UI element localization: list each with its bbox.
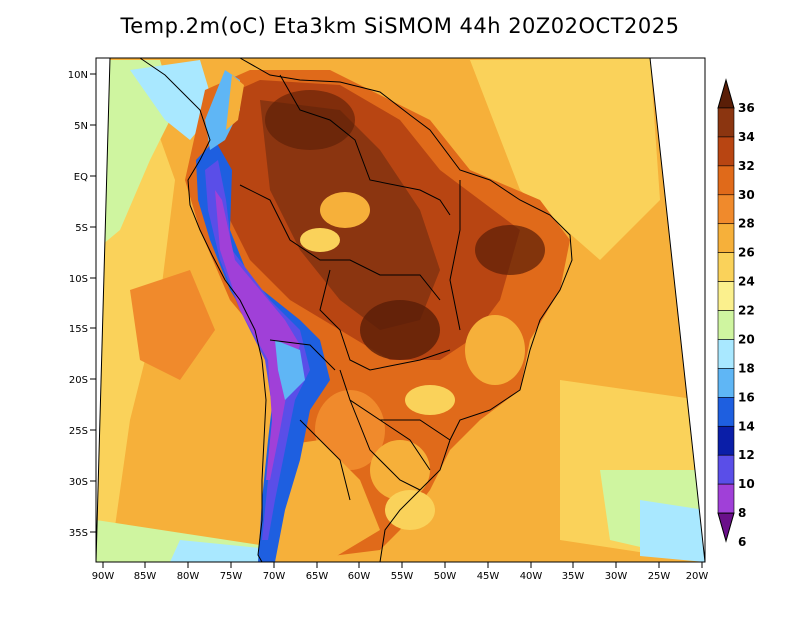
- colorbar-label: 36: [738, 101, 755, 115]
- colorbar-swatch: [717, 281, 735, 311]
- colorbar: 36 34 32 30 28 26 24 22 20 18 16 14 12 10 8 6: [717, 78, 755, 549]
- lat-label-10s: 10S: [69, 274, 88, 285]
- colorbar-label: 16: [738, 390, 755, 404]
- lat-label-5s: 5S: [75, 223, 88, 234]
- colorbar-swatch: [717, 136, 735, 167]
- colorbar-bottom-arrow: [717, 512, 735, 543]
- coastline-borders: [139, 57, 573, 563]
- colorbar-label: 30: [738, 188, 755, 202]
- lon-label-75w: 75W: [220, 571, 243, 582]
- lat-labels: 10N 5N EQ 5S 10S 15S 20S 25S 30S 35S: [68, 70, 88, 539]
- colorbar-label: 22: [738, 304, 755, 318]
- colorbar-label: 12: [738, 448, 755, 462]
- lat-label-10n: 10N: [68, 70, 88, 81]
- colorbar-label: 26: [738, 246, 755, 260]
- colorbar-swatch: [717, 310, 735, 340]
- lon-labels: 90W 85W 80W 75W 70W 65W 60W 55W 50W 45W …: [92, 571, 709, 582]
- colorbar-swatch: [717, 107, 735, 138]
- lon-label-60w: 60W: [348, 571, 371, 582]
- lon-label-45w: 45W: [477, 571, 500, 582]
- colorbar-label: 8: [738, 506, 746, 520]
- lat-label-25s: 25S: [69, 426, 88, 437]
- plot-frame: [95, 57, 706, 563]
- lat-ticks: [90, 73, 96, 533]
- lat-label-eq: EQ: [74, 172, 88, 183]
- colorbar-label: 6: [738, 535, 746, 549]
- lat-label-15s: 15S: [69, 324, 88, 335]
- lon-label-65w: 65W: [306, 571, 329, 582]
- map-title: Temp.2m(oC) Eta3km SiSMOM 44h 20Z02OCT20…: [120, 14, 680, 38]
- lon-label-90w: 90W: [92, 571, 115, 582]
- lon-label-50w: 50W: [434, 571, 457, 582]
- lon-label-70w: 70W: [263, 571, 286, 582]
- colorbar-label: 24: [738, 275, 755, 289]
- colorbar-swatch: [717, 252, 735, 282]
- lat-label-20s: 20S: [69, 375, 88, 386]
- colorbar-swatch: [717, 397, 735, 427]
- colorbar-label: 34: [738, 130, 755, 144]
- lon-label-55w: 55W: [391, 571, 414, 582]
- lon-label-80w: 80W: [177, 571, 200, 582]
- colorbar-swatch: [717, 454, 735, 485]
- colorbar-label: 14: [738, 419, 755, 433]
- colorbar-swatch: [717, 483, 735, 514]
- colorbar-top-arrow: [717, 78, 735, 109]
- colorbar-swatch: [717, 339, 735, 369]
- lat-label-35s: 35S: [69, 528, 88, 539]
- colorbar-swatch: [717, 165, 735, 196]
- lon-label-30w: 30W: [605, 571, 628, 582]
- colorbar-label: 32: [738, 159, 755, 173]
- lon-label-85w: 85W: [134, 571, 157, 582]
- lon-ticks: [102, 562, 703, 568]
- lon-label-35w: 35W: [562, 571, 585, 582]
- colorbar-label: 20: [738, 332, 755, 346]
- lat-label-5n: 5N: [74, 121, 88, 132]
- temperature-field: [96, 58, 705, 562]
- lon-label-20w: 20W: [686, 571, 709, 582]
- colorbar-swatch: [717, 425, 735, 456]
- colorbar-swatch: [717, 368, 735, 398]
- colorbar-label: 18: [738, 361, 755, 375]
- colorbar-swatch: [717, 194, 735, 225]
- colorbar-label: 10: [738, 477, 755, 491]
- colorbar-swatch: [717, 223, 735, 253]
- lon-label-40w: 40W: [520, 571, 543, 582]
- lat-label-30s: 30S: [69, 477, 88, 488]
- colorbar-label: 28: [738, 217, 755, 231]
- lon-label-25w: 25W: [648, 571, 671, 582]
